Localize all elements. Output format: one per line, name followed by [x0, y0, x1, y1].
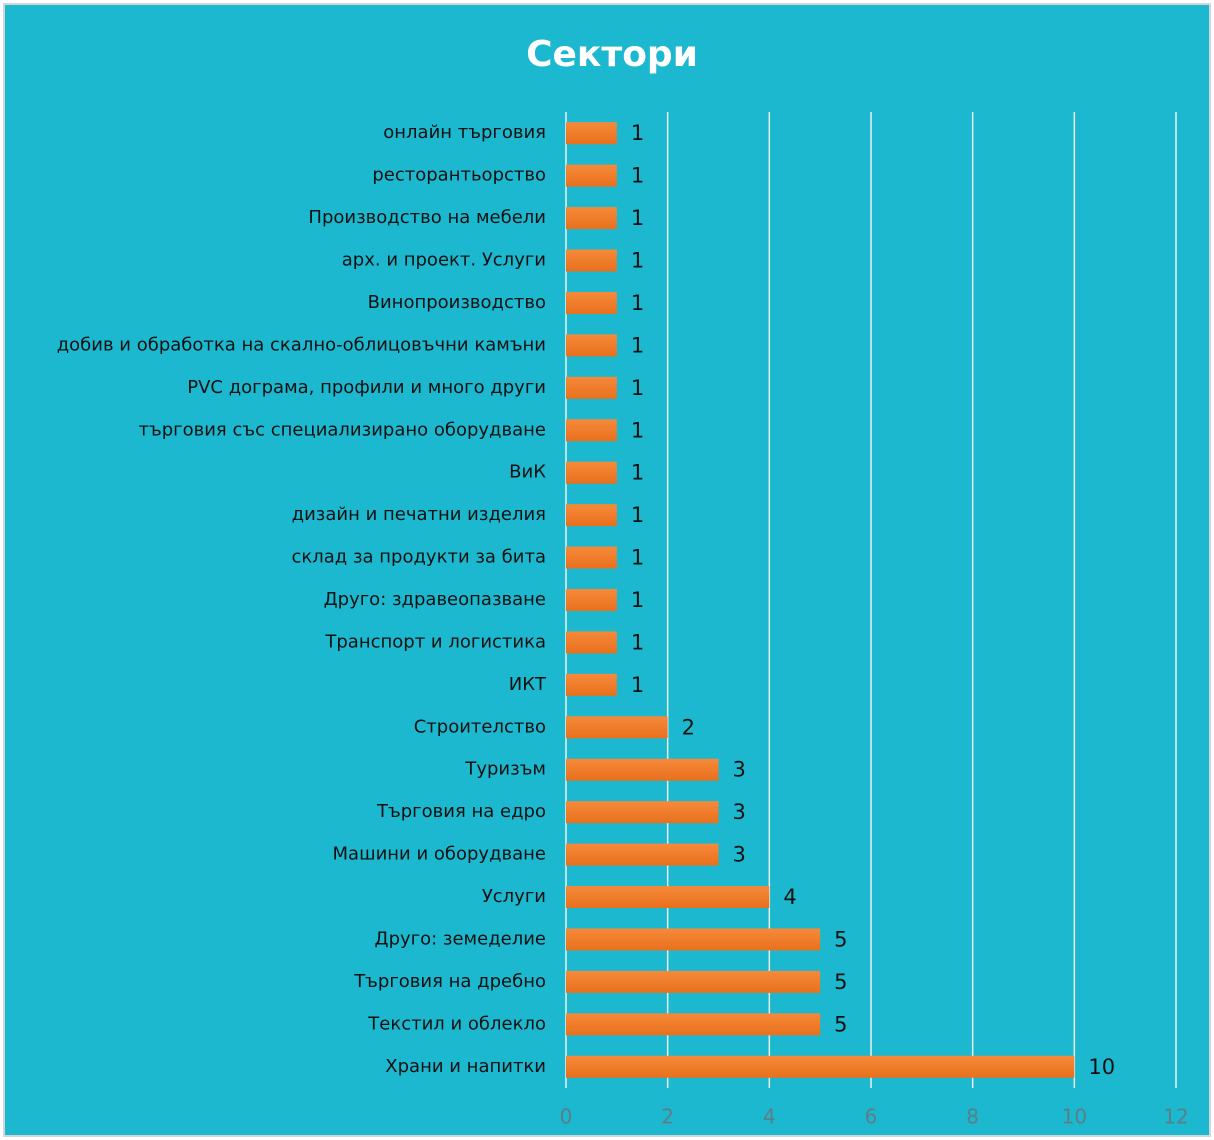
bar: [566, 631, 617, 654]
y-tick-label: Услуги: [482, 886, 546, 907]
bar: [566, 164, 617, 187]
data-label: 1: [631, 418, 644, 442]
y-tick-label: ВиК: [509, 462, 546, 483]
y-tick-label: Друго: земеделие: [375, 928, 547, 949]
data-label: 2: [682, 715, 695, 739]
data-label: 1: [631, 121, 644, 145]
bar: [566, 419, 617, 442]
y-tick-label: Машини и оборудване: [333, 844, 546, 865]
y-tick-label: ресторантьорство: [372, 165, 546, 186]
data-label: 5: [834, 970, 847, 994]
y-tick-label: склад за продукти за бита: [291, 547, 546, 568]
bar: [566, 1013, 821, 1036]
bar: [566, 122, 617, 145]
y-tick-label: онлайн търговия: [383, 122, 546, 143]
y-tick-label: Търговия на дребно: [353, 971, 546, 992]
data-label: 3: [733, 843, 746, 867]
bar: [566, 546, 617, 569]
y-tick-label: Храни и напитки: [385, 1056, 546, 1077]
bar: [566, 1055, 1075, 1078]
data-label: 1: [631, 673, 644, 697]
data-label: 1: [631, 588, 644, 612]
bar: [566, 504, 617, 527]
data-label: 3: [733, 800, 746, 824]
bar: [566, 843, 719, 866]
y-tick-label: Транспорт и логистика: [324, 631, 546, 652]
bar: [566, 716, 668, 739]
y-tick-label: Друго: здравеопазване: [324, 589, 546, 610]
y-tick-label: ИКТ: [509, 674, 547, 695]
data-label: 1: [631, 291, 644, 315]
y-tick-label: Текстил и облекло: [367, 1013, 546, 1034]
data-label: 1: [631, 249, 644, 273]
y-tick-label: Търговия на едро: [376, 801, 546, 822]
y-tick-label: добив и обработка на скално-облицовъчни …: [57, 334, 546, 355]
bar: [566, 673, 617, 696]
bar: [566, 207, 617, 230]
x-tick-label: 8: [966, 1105, 979, 1129]
data-label: 1: [631, 376, 644, 400]
bar: [566, 589, 617, 611]
data-label: 5: [834, 1012, 847, 1036]
bar: [566, 970, 821, 993]
y-tick-label: Строителство: [414, 716, 546, 737]
y-tick-label: Туризъм: [464, 759, 546, 780]
y-tick-label: Производство на мебели: [308, 207, 546, 228]
data-label: 1: [631, 630, 644, 654]
y-tick-label: търговия със специализирано оборудване: [139, 419, 546, 440]
y-tick-label: арх. и проект. Услуги: [342, 250, 546, 271]
bar: [566, 249, 617, 272]
bar: [566, 886, 770, 909]
y-tick-label: Винопроизводство: [368, 292, 546, 313]
bar: [566, 376, 617, 399]
bar: [566, 334, 617, 357]
chart-title: Сектори: [526, 34, 698, 75]
data-label: 1: [631, 546, 644, 570]
data-label: 1: [631, 206, 644, 230]
data-label: 4: [783, 885, 796, 909]
bar: [566, 758, 719, 781]
bar: [566, 801, 719, 824]
x-tick-label: 0: [560, 1105, 573, 1129]
data-label: 10: [1088, 1055, 1115, 1079]
data-label: 1: [631, 333, 644, 357]
data-label: 5: [834, 927, 847, 951]
x-tick-label: 12: [1163, 1105, 1188, 1129]
data-label: 1: [631, 164, 644, 188]
data-label: 3: [733, 758, 746, 782]
bar: [566, 461, 617, 484]
data-label: 1: [631, 503, 644, 527]
y-tick-label: дизайн и печатни изделия: [292, 504, 546, 525]
bar: [566, 291, 617, 314]
y-tick-label: PVC дограма, профили и много други: [187, 377, 546, 398]
bar: [566, 928, 821, 951]
x-tick-label: 6: [865, 1105, 878, 1129]
x-tick-label: 2: [661, 1105, 674, 1129]
data-label: 1: [631, 461, 644, 485]
x-tick-label: 10: [1062, 1105, 1087, 1129]
x-tick-label: 4: [763, 1105, 776, 1129]
